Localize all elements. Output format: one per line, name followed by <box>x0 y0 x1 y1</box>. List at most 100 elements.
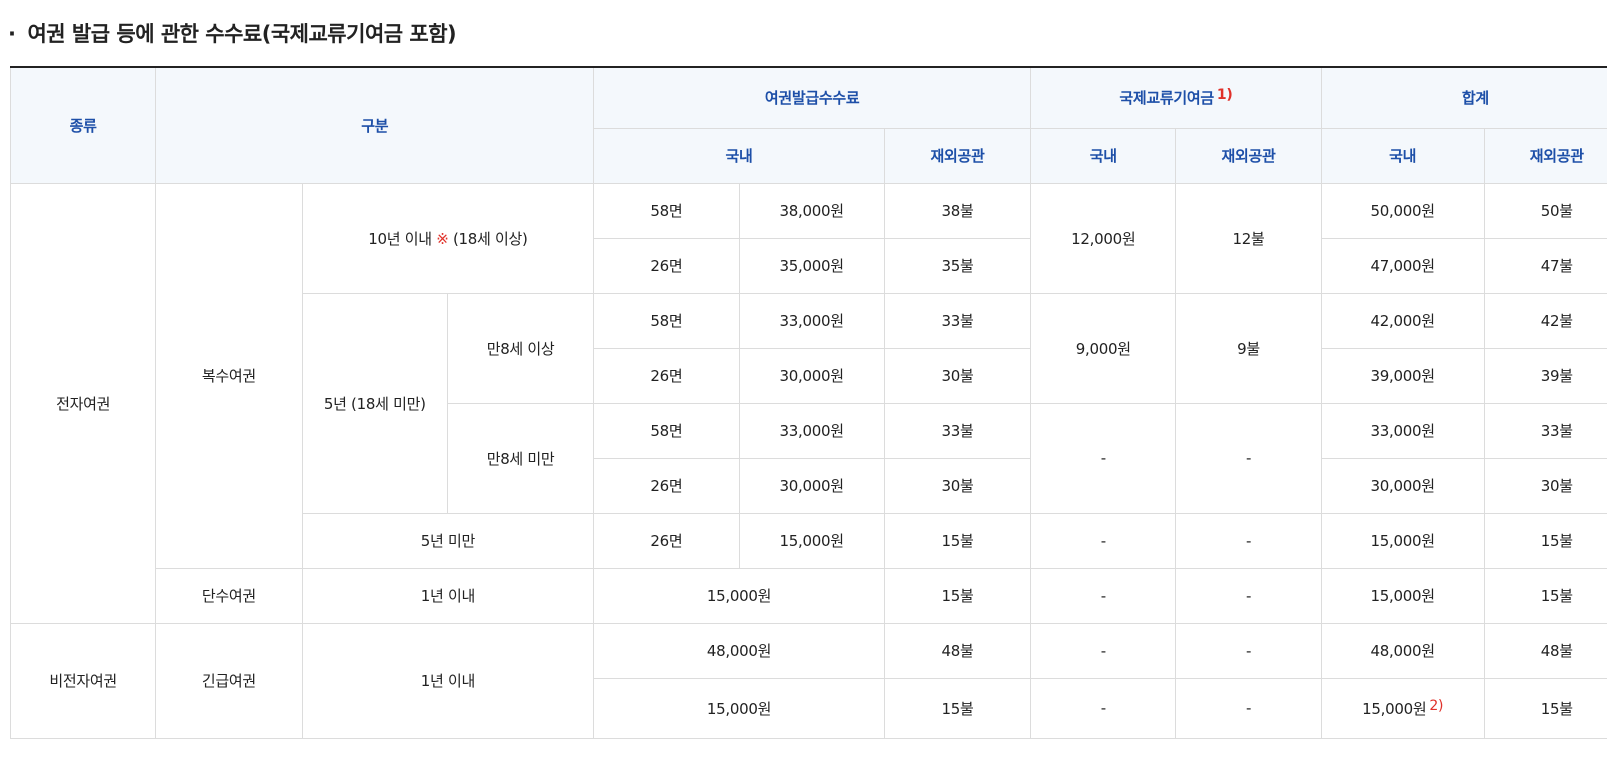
fee-overseas-cell: 38불 <box>883 182 1032 239</box>
total-overseas-cell: 30불 <box>1483 457 1607 514</box>
total-domestic-cell: 15,000원 <box>1320 567 1485 624</box>
fee-domestic-cell: 15,000원 <box>593 677 885 739</box>
fee-overseas-cell: 30불 <box>883 347 1032 404</box>
type-multiple: 복수여권 <box>155 182 303 569</box>
header-total-domestic: 국내 <box>1320 127 1485 184</box>
validity-10-years: 10년 이내 ※ (18세 이상) <box>301 182 595 294</box>
total-overseas-cell: 15불 <box>1483 512 1607 569</box>
validity-under-5-years: 5년 미만 <box>301 512 595 569</box>
total-overseas-cell: 47불 <box>1483 237 1607 294</box>
type-emergency: 긴급여권 <box>155 622 303 739</box>
pages-cell: 58면 <box>593 402 740 459</box>
total-domestic-cell: 42,000원 <box>1320 292 1485 349</box>
table-row: 26면 30,000원 30불 39,000원 39불 <box>11 347 1607 404</box>
fee-overseas-cell: 15불 <box>883 677 1032 739</box>
table-row: 비전자여권 긴급여권 1년 이내 48,000원 48불 - - 48,000원… <box>9 622 1607 739</box>
total-domestic-cell: 33,000원 <box>1320 402 1485 459</box>
header-fee-overseas: 재외공관 <box>883 127 1032 184</box>
validity-1-year: 1년 이내 <box>301 622 595 739</box>
total-overseas-cell: 33불 <box>1483 402 1607 459</box>
total-domestic-cell: 15,000원 2) <box>1320 677 1485 739</box>
total-overseas-cell: 42불 <box>1483 292 1607 349</box>
contrib-overseas-cell: - <box>1175 402 1322 514</box>
validity-5-years: 5년 (18세 미만) <box>301 292 448 514</box>
table-row: 26면 35,000원 35불 47,000원 47불 <box>11 237 1607 294</box>
footnote-1-link[interactable]: 1) <box>1216 87 1233 104</box>
header-total-overseas: 재외공관 <box>1483 127 1607 184</box>
pages-cell: 58면 <box>593 182 740 239</box>
contrib-overseas-cell: 12불 <box>1175 182 1322 294</box>
table-row: 5년 미만 26면 15,000원 15불 - - 15,000원 15불 <box>11 512 1607 569</box>
validity-10-years-age: (18세 이상) <box>452 229 528 248</box>
total-domestic-cell: 30,000원 <box>1320 457 1485 514</box>
total-domestic-cell: 15,000원 <box>1320 512 1485 569</box>
asterisk-mark: ※ <box>436 229 449 248</box>
fee-domestic-cell: 48,000원 <box>593 622 885 679</box>
total-overseas-cell: 50불 <box>1483 182 1607 239</box>
fee-overseas-cell: 48불 <box>883 622 1032 679</box>
fee-domestic-cell: 35,000원 <box>738 237 885 294</box>
fee-domestic-cell: 33,000원 <box>738 292 885 349</box>
header-category: 구분 <box>155 66 595 184</box>
header-contrib-domestic: 국내 <box>1030 127 1177 184</box>
contrib-domestic-cell: 12,000원 <box>1030 182 1177 294</box>
header-issue-fee: 여권발급수수료 <box>593 66 1032 129</box>
contrib-domestic-cell: 9,000원 <box>1030 292 1177 404</box>
pages-cell: 26면 <box>593 512 740 569</box>
table-row: 단수여권 1년 이내 15,000원 15불 - - 15,000원 15불 <box>11 567 1607 624</box>
fee-overseas-cell: 15불 <box>883 567 1032 624</box>
contrib-overseas-cell: - <box>1175 567 1322 624</box>
title-text: 여권 발급 등에 관한 수수료(국제교류기여금 포함) <box>27 22 457 46</box>
total-overseas-cell: 48불 <box>1483 622 1607 679</box>
header-kind: 종류 <box>9 66 157 184</box>
fee-overseas-cell: 33불 <box>883 402 1032 459</box>
total-domestic-cell: 47,000원 <box>1320 237 1485 294</box>
fee-domestic-cell: 15,000원 <box>738 512 885 569</box>
contrib-domestic-cell: - <box>1030 402 1177 514</box>
fee-overseas-cell: 33불 <box>883 292 1032 349</box>
header-fee-domestic: 국내 <box>593 127 885 184</box>
contrib-domestic-cell: - <box>1030 567 1177 624</box>
total-domestic-cell: 48,000원 <box>1320 622 1485 679</box>
header-total: 합계 <box>1320 66 1607 129</box>
fee-domestic-cell: 38,000원 <box>738 182 885 239</box>
fee-overseas-cell: 15불 <box>883 512 1032 569</box>
table-row: 5년 (18세 미만) 만8세 이상 58면 33,000원 33불 9,000… <box>11 292 1607 514</box>
fee-domestic-cell: 30,000원 <box>738 457 885 514</box>
fee-domestic-cell: 30,000원 <box>738 347 885 404</box>
contrib-domestic-cell: - <box>1030 677 1177 739</box>
pages-cell: 26면 <box>593 457 740 514</box>
footnote-2-link[interactable]: 2) <box>1429 697 1444 714</box>
passport-fee-table: 종류 구분 여권발급수수료 국제교류기여금 1) 합계 국내 재외공관 국내 재외… <box>9 66 1607 739</box>
fee-domestic-cell: 15,000원 <box>593 567 885 624</box>
total-domestic-cell: 50,000원 <box>1320 182 1485 239</box>
fee-domestic-cell: 33,000원 <box>738 402 885 459</box>
validity-1-year: 1년 이내 <box>301 567 595 624</box>
contrib-overseas-cell: - <box>1175 677 1322 739</box>
age-8-under: 만8세 미만 <box>446 402 595 514</box>
header-intl-contribution: 국제교류기여금 1) <box>1030 66 1322 129</box>
header-contrib-overseas: 재외공관 <box>1175 127 1322 184</box>
fee-overseas-cell: 35불 <box>883 237 1032 294</box>
validity-10-years-label: 10년 이내 <box>368 229 432 248</box>
contrib-overseas-cell: - <box>1175 512 1322 569</box>
page-title: · 여권 발급 등에 관한 수수료(국제교류기여금 포함) <box>8 18 457 48</box>
fee-overseas-cell: 30불 <box>883 457 1032 514</box>
contrib-overseas-cell: 9불 <box>1175 292 1322 404</box>
pages-cell: 26면 <box>593 347 740 404</box>
table-row: 전자여권 복수여권 10년 이내 ※ (18세 이상) 58면 38,000원 … <box>9 182 1607 624</box>
total-domestic-cell: 39,000원 <box>1320 347 1485 404</box>
header-intl-contribution-label: 국제교류기여금 <box>1119 89 1214 108</box>
table-row: 15,000원 15불 - - 15,000원 2) 15불 <box>11 677 1607 739</box>
age-8-over: 만8세 이상 <box>446 292 595 404</box>
kind-electronic: 전자여권 <box>9 182 157 624</box>
contrib-overseas-cell: - <box>1175 622 1322 679</box>
total-domestic-value: 15,000원 <box>1362 699 1427 718</box>
contrib-domestic-cell: - <box>1030 622 1177 679</box>
total-overseas-cell: 15불 <box>1483 677 1607 739</box>
pages-cell: 58면 <box>593 292 740 349</box>
pages-cell: 26면 <box>593 237 740 294</box>
total-overseas-cell: 15불 <box>1483 567 1607 624</box>
total-overseas-cell: 39불 <box>1483 347 1607 404</box>
kind-non-electronic: 비전자여권 <box>9 622 157 739</box>
